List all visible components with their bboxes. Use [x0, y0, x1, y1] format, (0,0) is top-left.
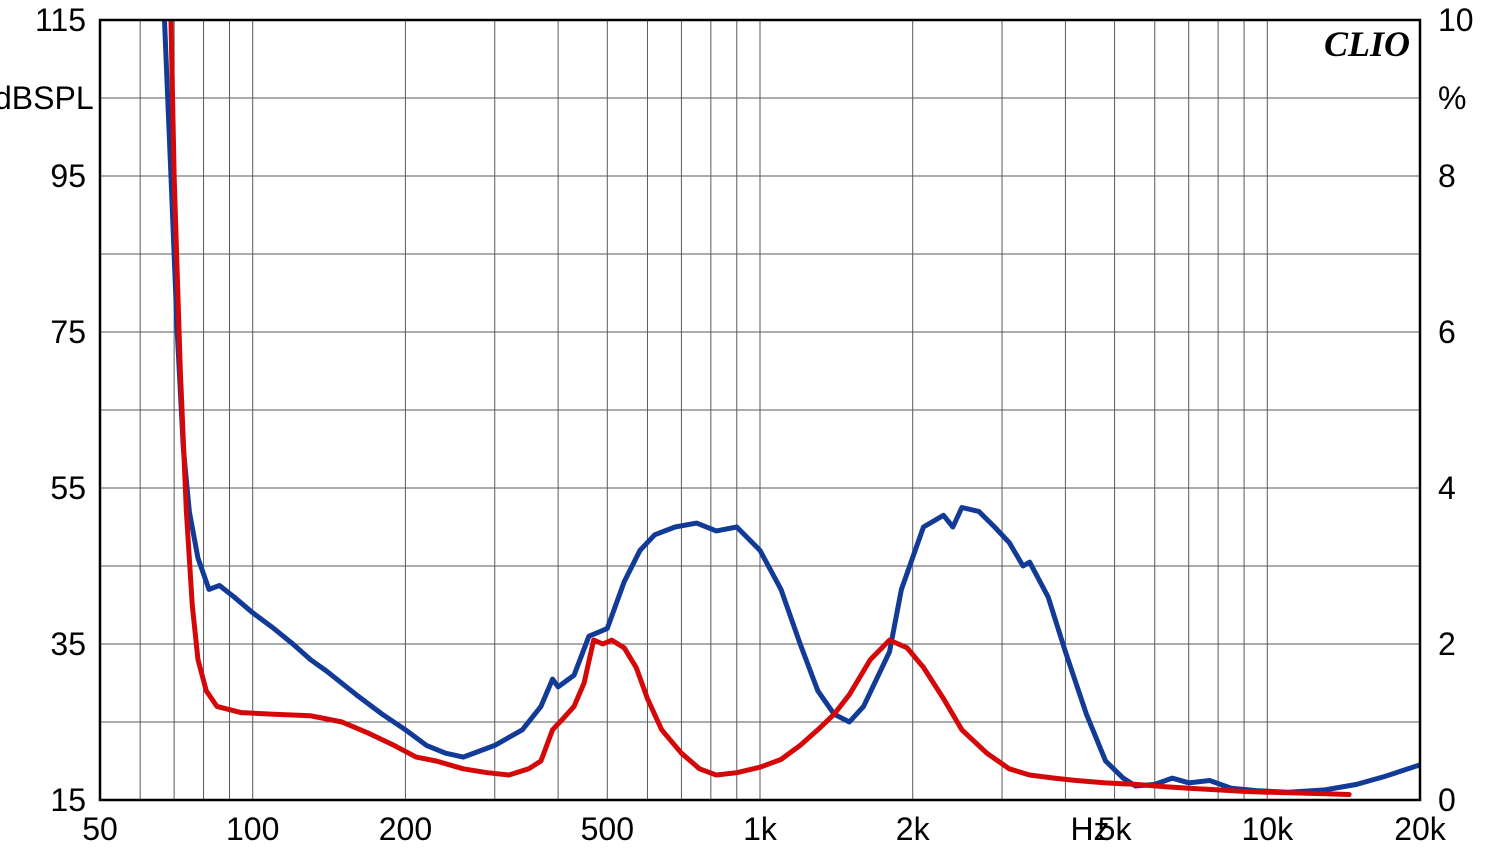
y-left-tick-label: 95	[50, 158, 86, 194]
y-right-tick-label: 4	[1438, 470, 1456, 506]
y-left-unit-label: dBSPL	[0, 80, 94, 116]
x-tick-label: 2k	[896, 811, 931, 847]
y-right-tick-label: 0	[1438, 782, 1456, 818]
x-tick-label: 10k	[1241, 811, 1294, 847]
y-right-tick-label: 10	[1438, 2, 1474, 38]
y-right-tick-label: 6	[1438, 314, 1456, 350]
y-left-tick-label: 75	[50, 314, 86, 350]
y-left-tick-label: 35	[50, 626, 86, 662]
y-left-tick-label: 15	[50, 782, 86, 818]
chart-svg: 501002005001k2k5k10k20kHz1535557595115dB…	[0, 0, 1500, 866]
x-tick-label: 500	[581, 811, 634, 847]
y-right-unit-label: %	[1438, 80, 1466, 116]
y-right-tick-label: 2	[1438, 626, 1456, 662]
watermark-text: CLIO	[1324, 24, 1410, 64]
x-unit-label: Hz	[1070, 811, 1109, 847]
x-tick-label: 50	[82, 811, 118, 847]
frequency-response-chart: 501002005001k2k5k10k20kHz1535557595115dB…	[0, 0, 1500, 866]
y-right-tick-label: 8	[1438, 158, 1456, 194]
x-tick-label: 1k	[743, 811, 778, 847]
x-tick-label: 200	[379, 811, 432, 847]
y-left-tick-label: 115	[35, 2, 86, 38]
x-tick-label: 100	[226, 811, 279, 847]
y-left-tick-label: 55	[50, 470, 86, 506]
